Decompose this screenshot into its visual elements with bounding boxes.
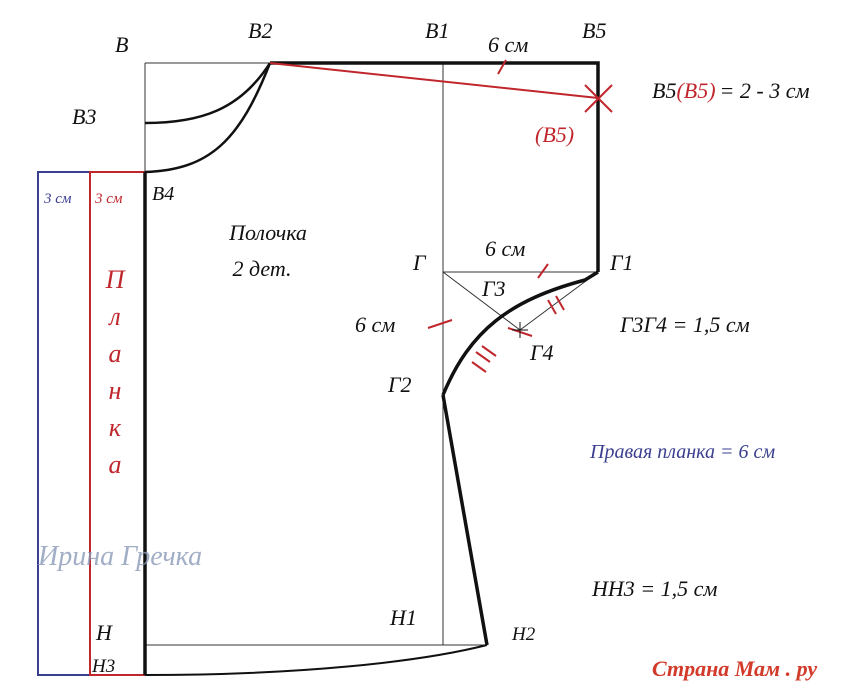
label: = 2 - 3 см: [720, 78, 810, 103]
label: В5: [582, 18, 606, 43]
watermark: Ирина Гречка: [37, 541, 202, 572]
neck-curve: [144, 62, 272, 125]
label: Н: [95, 620, 113, 645]
armhole: [441, 270, 599, 396]
hem-curve: [144, 644, 488, 676]
planka-letter: а: [109, 339, 122, 368]
side-seam: [441, 394, 489, 646]
label: Н2: [511, 624, 536, 645]
logo: Страна Мам . ру: [652, 656, 817, 681]
label: В3: [72, 104, 96, 129]
label: В1: [425, 18, 449, 43]
label: Г4: [529, 340, 554, 365]
label: Г1: [609, 250, 634, 275]
shoulder-edge: [270, 61, 600, 272]
diagonal: [442, 271, 521, 331]
label: Г3: [481, 276, 506, 301]
g4-point: [512, 322, 528, 338]
label: Н1: [389, 605, 417, 630]
label: 3 см: [94, 191, 123, 207]
planka-letter: л: [107, 302, 120, 331]
label: Полочка: [228, 220, 307, 245]
label: Г3Г4 = 1,5 см: [619, 312, 750, 337]
cross-mark: [584, 84, 613, 113]
label: (В5): [676, 78, 715, 103]
label: НН3 = 1,5 см: [591, 576, 717, 601]
formula: В5(В5) = 2 - 3 см: [652, 78, 810, 103]
label: В: [115, 32, 128, 57]
tick-marks: [427, 59, 549, 337]
planka-letter: н: [109, 376, 122, 405]
label: 6 см: [355, 312, 395, 337]
tick-marks: [471, 295, 565, 373]
label: 6 см: [485, 236, 525, 261]
label: Г2: [387, 372, 412, 397]
outer-placket: [37, 171, 91, 676]
red-line: [269, 62, 599, 99]
label: В2: [248, 18, 272, 43]
label: 2 дет.: [232, 256, 291, 281]
neck-curve: [144, 62, 272, 174]
label: Г: [412, 250, 427, 275]
label: В5: [652, 78, 676, 103]
label: Н3: [91, 656, 115, 677]
label: (В5): [535, 122, 574, 147]
label: 3 см: [43, 191, 72, 207]
label: Правая планка = 6 см: [589, 441, 775, 463]
planka-letter: а: [109, 450, 122, 479]
label: В4: [152, 183, 174, 205]
label: 6 см: [488, 32, 528, 57]
planka-letter: к: [109, 413, 122, 442]
planka-letter: П: [105, 265, 127, 294]
